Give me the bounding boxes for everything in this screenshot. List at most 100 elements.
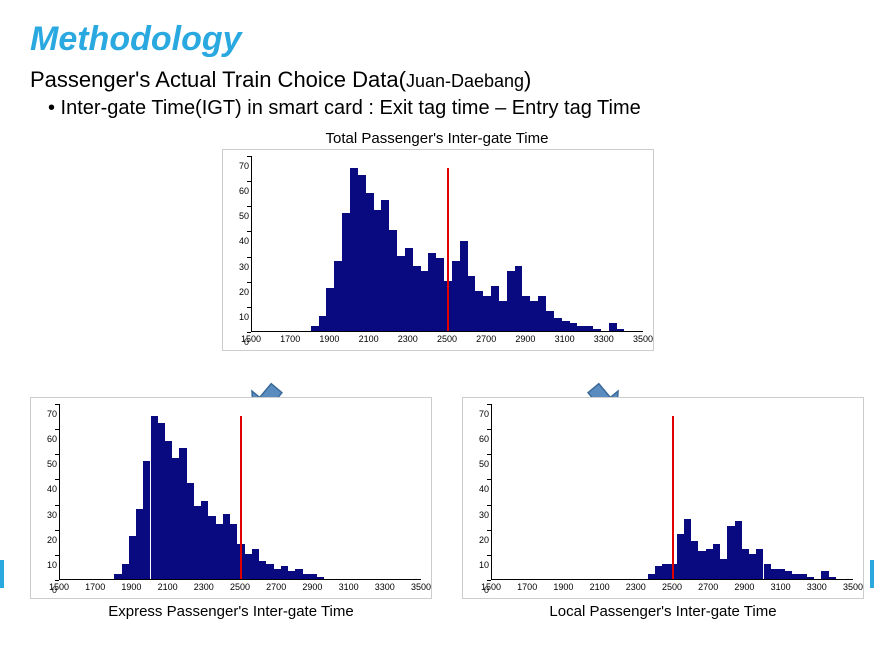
histogram-bar [530,301,538,331]
histogram-bar [609,323,617,331]
histogram-bar [158,423,165,579]
histogram-bar [720,559,727,579]
x-tick: 1900 [553,582,573,592]
histogram-bar [216,524,223,579]
subtitle-prefix: Passenger's Actual Train Choice Data( [30,67,406,92]
histogram-bar [546,311,554,331]
histogram-bar [172,458,179,579]
histogram-bar [515,266,523,331]
histogram-bar [436,258,444,331]
histogram-bar [593,329,601,332]
histogram-bar [143,461,150,579]
histogram-bar [245,554,252,579]
chart-title-total: Total Passenger's Inter-gate Time [222,130,652,147]
histogram-bar [230,524,237,579]
x-tick: 2300 [626,582,646,592]
y-tick: 60 [467,434,489,444]
histogram-bar [742,549,749,579]
histogram-bar [800,574,807,579]
chart-title-local: Local Passenger's Inter-gate Time [462,603,864,620]
histogram-bar [821,571,828,579]
histogram-bar [295,569,302,579]
histogram-bar [698,551,705,579]
histogram-bar [554,318,562,331]
histogram-bar [303,574,310,579]
histogram-bar [507,271,515,331]
histogram-bar [288,571,295,579]
histogram-bar [389,230,397,331]
x-tick: 3300 [807,582,827,592]
subtitle-route: Juan-Daebang [406,71,524,91]
histogram-bar [179,448,186,579]
histogram-bar [259,561,266,579]
histogram-bar [538,296,546,331]
histogram-bar [165,441,172,579]
x-tick: 2700 [698,582,718,592]
histogram-bar [483,296,491,331]
chart-title-express: Express Passenger's Inter-gate Time [30,603,432,620]
histogram-bar [677,534,684,579]
histogram-bar [570,323,578,331]
y-tick: 70 [467,409,489,419]
y-tick: 40 [35,484,57,494]
histogram-bar [648,574,655,579]
histogram-bar [691,541,698,579]
x-tick: 2100 [359,334,379,344]
histogram-bar [129,536,136,579]
histogram-bar [749,554,756,579]
histogram-bar [311,326,319,331]
x-tick: 2300 [398,334,418,344]
y-tick: 60 [227,186,249,196]
histogram-bar [310,574,317,579]
y-tick: 20 [467,535,489,545]
histogram-bar [194,506,201,579]
y-tick: 70 [35,409,57,419]
histogram-bar [577,326,585,331]
x-tick: 1900 [121,582,141,592]
x-tick: 1700 [517,582,537,592]
histogram-bar [771,569,778,579]
y-tick: 60 [35,434,57,444]
histogram-bar [499,301,507,331]
x-tick: 3300 [375,582,395,592]
histogram-total: 0102030405060701500170019002100230025002… [222,149,654,351]
x-tick: 2500 [662,582,682,592]
histogram-bar [413,266,421,331]
histogram-bar [397,256,405,331]
histogram-bar [252,549,259,579]
histogram-bar [350,168,358,331]
histogram-bar [727,526,734,579]
y-tick: 50 [227,211,249,221]
x-tick: 2700 [476,334,496,344]
histogram-bar [274,569,281,579]
histogram-bar [326,288,334,331]
y-tick: 30 [227,262,249,272]
threshold-line [447,168,449,331]
x-tick: 2500 [437,334,457,344]
threshold-line [672,416,674,579]
page-title: Methodology [30,20,844,59]
edge-mark-right [870,560,874,588]
histogram-bar [735,521,742,579]
histogram-bar [319,316,327,331]
histogram-bar [662,564,669,579]
histogram-bar [655,566,662,579]
histogram-bar [342,213,350,331]
x-tick: 1500 [481,582,501,592]
y-tick: 10 [35,560,57,570]
histogram-bar [713,544,720,579]
y-tick: 30 [467,510,489,520]
histogram-local: 0102030405060701500170019002100230025002… [462,397,864,599]
histogram-express: 0102030405060701500170019002100230025002… [30,397,432,599]
histogram-bar [491,286,499,331]
x-tick: 3100 [771,582,791,592]
x-tick: 3100 [555,334,575,344]
histogram-bar [381,200,389,331]
histogram-bar [778,569,785,579]
bullet-text: • Inter-gate Time(IGT) in smart card : E… [48,97,844,120]
x-tick: 2500 [230,582,250,592]
x-tick: 1500 [49,582,69,592]
x-tick: 3500 [843,582,863,592]
x-tick: 3500 [633,334,653,344]
histogram-bar [460,241,468,332]
